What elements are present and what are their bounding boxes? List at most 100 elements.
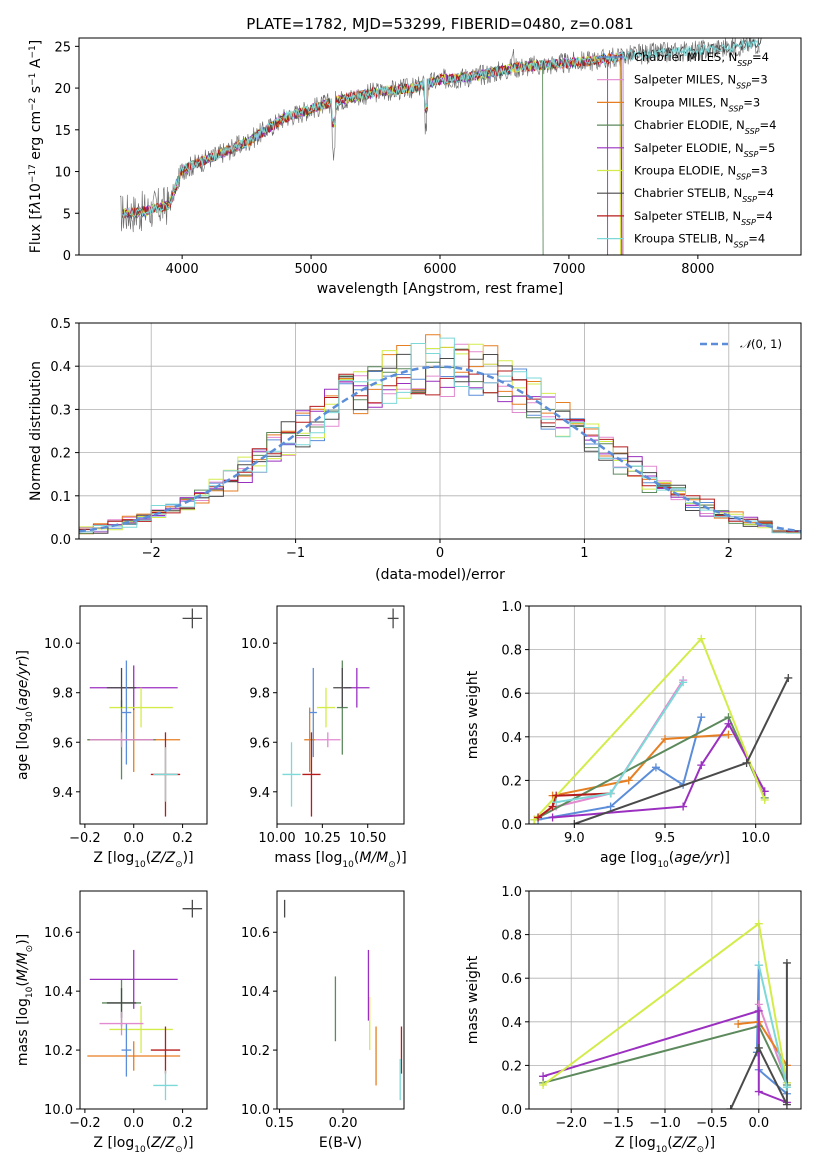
weight-point-marker	[784, 673, 793, 682]
residual-y-tick-label: 0.2	[50, 447, 71, 462]
y-tick-label: 10.0	[44, 637, 73, 652]
weight-point-marker	[697, 634, 706, 643]
y-axis-label: age [log10(age/yr)]	[15, 650, 35, 780]
legend-label: Salpeter MILES, NSSP=3	[634, 73, 768, 91]
model-spectrum-line	[122, 54, 609, 255]
weight-point-marker	[570, 820, 579, 824]
weight-point-marker	[624, 776, 633, 785]
model-spectrum-line	[122, 52, 621, 255]
weight-point-marker	[679, 678, 688, 687]
residual-y-tick-label: 0.0	[50, 533, 71, 548]
x-tick-label: 0.0	[123, 831, 144, 846]
plot-content	[282, 608, 399, 817]
weight-point-marker	[742, 758, 751, 767]
spectrum-x-tick-label: 6000	[423, 262, 456, 277]
spectrum-y-tick-label: 15	[54, 124, 71, 139]
weight-point-marker	[724, 719, 733, 728]
y-axis-label: mass weight	[465, 955, 481, 1044]
weight-series-line	[729, 962, 788, 1109]
plot-content	[530, 634, 793, 824]
x-tick-label: 10.00	[258, 831, 295, 846]
weight-point-marker	[661, 734, 669, 743]
legend-subscript: SSP	[741, 217, 756, 226]
y-tick-label: 10.2	[241, 1044, 270, 1059]
weight-point-marker	[782, 1100, 791, 1109]
legend-subscript: SSP	[737, 59, 752, 68]
legend-subscript: SSP	[745, 127, 760, 136]
model-spectrum-line	[122, 52, 621, 255]
y-tick-label: 9.6	[52, 736, 73, 751]
model-spectrum-line	[122, 52, 624, 255]
x-tick-label: 0.2	[172, 1116, 193, 1131]
y-tick-label: 1.0	[501, 885, 522, 900]
residual-y-tick-label: 0.4	[50, 360, 71, 375]
residual-y-tick-label: 0.3	[50, 403, 71, 418]
weight-point-marker	[606, 789, 615, 798]
spectrum-y-tick-label: 0	[63, 249, 71, 264]
residual-axes: −2 −1 0 1 2 0.0 0.1 0.2 0.3 0.4 0.5 (data-model)/er…	[28, 317, 733, 583]
legend-label: Chabrier STELIB, NSSP=4	[634, 186, 774, 204]
y-tick-label: 0.6	[501, 972, 522, 987]
weight-point-marker	[734, 1019, 743, 1028]
weight-point-marker	[651, 763, 660, 772]
panel-frame	[79, 605, 208, 825]
spectrum-title: PLATE=1782, MJD=53299, FIBERID=0480, z=0…	[246, 15, 633, 33]
spectrum-axes: 4000 5000 6000 7000 8000 0 5 10 15 20 25 wavelength…	[28, 40, 714, 297]
age-vs-metallicity-panel: −0.2 0.0 0.2 9.4 9.6 9.8 10.0 Z [log10(Z/Z⊙)] ag…	[15, 605, 208, 870]
age-vs-mass-panel: 10.00 10.25 10.50 9.4 9.6 9.8 10.0 mass [log10(…	[241, 605, 407, 870]
weight-point-marker	[754, 919, 763, 928]
residual-panel: −2 −1 0 1 2 0.0 0.1 0.2 0.3 0.4 0.5 (data-model)/er…	[28, 317, 802, 583]
x-axis-label: mass [log10(M/M⊙)]	[274, 850, 406, 870]
gaussian-reference-curve	[79, 365, 801, 533]
weight-series-line	[552, 721, 766, 819]
x-tick-label: 10.0	[741, 831, 770, 846]
weight-series-line	[537, 792, 611, 819]
spectrum-x-tick-label: 7000	[552, 262, 585, 277]
weight-point-marker	[782, 958, 791, 967]
weight-series-line	[573, 677, 790, 824]
residual-x-tick-label: 0	[436, 546, 444, 561]
spectrum-y-tick-label: 10	[54, 166, 71, 181]
legend-label: Kroupa STELIB, NSSP=4	[634, 232, 765, 250]
x-tick-label: 0.20	[329, 1116, 358, 1131]
legend-subscript: SSP	[736, 172, 751, 181]
mass-vs-metallicity-panel: −0.2 0.0 0.2 10.0 10.2 10.4 10.6 Z [log10(Z/Z⊙)…	[15, 890, 208, 1155]
y-tick-label: 10.0	[241, 1103, 270, 1118]
plot-content	[539, 919, 791, 1109]
x-tick-label: −2.0	[555, 1116, 587, 1131]
x-tick-label: 9.0	[564, 831, 585, 846]
panel-frame	[276, 605, 405, 825]
y-tick-label: 10.0	[241, 637, 270, 652]
y-tick-label: 10.2	[44, 1044, 73, 1059]
y-tick-label: 9.4	[52, 786, 73, 801]
residual-x-tick-label: 1	[580, 546, 588, 561]
mass-vs-extinction-panel: 0.15 0.20 10.0 10.2 10.4 10.6 E(B-V)	[241, 890, 405, 1151]
legend-label: Salpeter ELODIE, NSSP=5	[634, 141, 775, 159]
x-tick-label: 9.5	[655, 831, 676, 846]
weight-point-marker	[606, 802, 615, 811]
plot-content	[87, 608, 203, 817]
y-tick-label: 10.0	[44, 1103, 73, 1118]
model-spectrum-line	[122, 39, 760, 219]
x-tick-label: 0.0	[748, 1116, 769, 1131]
residual-y-label: Normed distribution	[28, 361, 44, 501]
spectrum-series	[120, 38, 762, 255]
x-tick-label: −1.5	[602, 1116, 634, 1131]
spectrum-x-tick-label: 5000	[295, 262, 328, 277]
plot-content	[283, 899, 403, 1101]
y-axis-label: mass weight	[465, 670, 481, 759]
x-axis-label: Z [log10(Z/Z⊙)]	[93, 850, 193, 870]
y-tick-label: 9.8	[249, 687, 270, 702]
spectrum-x-tick-label: 8000	[681, 262, 714, 277]
legend-label-gaussian: 𝒩(0, 1)	[740, 337, 782, 351]
y-tick-label: 10.6	[44, 926, 73, 941]
x-tick-label: −0.2	[69, 1116, 101, 1131]
y-tick-label: 10.4	[44, 985, 73, 1000]
x-axis-label: age [log10(age/yr)]	[600, 850, 730, 870]
legend-subscript: SSP	[742, 195, 757, 204]
weight-point-marker	[754, 1043, 763, 1052]
spectrum-y-tick-label: 20	[54, 82, 71, 97]
panel-frame	[276, 890, 405, 1110]
plot-content	[87, 899, 203, 1101]
weight-point-marker	[539, 1081, 548, 1090]
